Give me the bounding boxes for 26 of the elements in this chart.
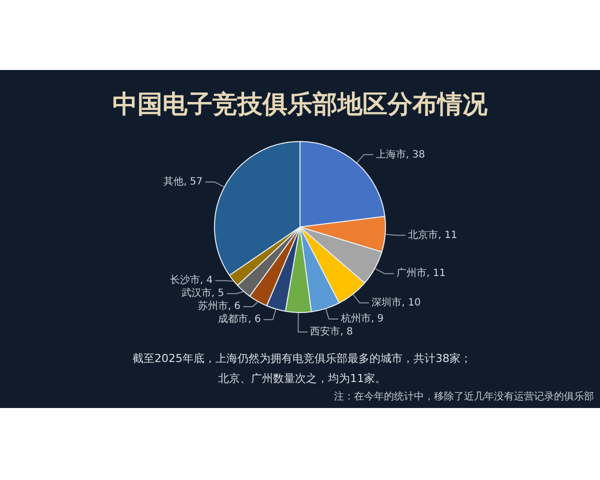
- slice-label: 杭州市: [340, 312, 371, 325]
- data-label: , 5: [211, 288, 224, 300]
- slice-label: 广州市: [396, 267, 426, 280]
- slice-label: 西安市: [310, 326, 340, 338]
- data-label: , 11: [426, 268, 446, 280]
- slice-label: 武汉市: [181, 287, 212, 300]
- slice-label: 苏州市: [198, 300, 228, 312]
- data-label: , 4: [200, 275, 213, 286]
- text: 注：在今年的统计中，移除了近几年没有运营记录的俱乐部: [334, 390, 594, 403]
- data-label: , 6: [228, 301, 241, 312]
- data-label: , 11: [438, 230, 458, 241]
- slice-label: 成都市: [218, 313, 248, 326]
- chart-title: 中国电子竞技俱乐部地区分布情况: [112, 90, 488, 118]
- slice-label: 长沙市: [170, 274, 200, 286]
- data-label: , 6: [248, 314, 261, 326]
- data-label: , 9: [370, 314, 384, 325]
- data-label: , 10: [402, 297, 421, 308]
- text: 截至2025年底，上海仍然为拥有电竞俱乐部最多的城市，共计38家；: [132, 352, 472, 365]
- data-label: , 38: [406, 149, 425, 160]
- data-label: , 57: [184, 176, 203, 188]
- slice-label: 上海市: [376, 148, 406, 160]
- slice-label: 北京市: [408, 228, 438, 241]
- slice-label: 其他: [164, 176, 184, 188]
- text: 北京、广州数量次之，均为11家。: [218, 372, 386, 385]
- data-label: , 8: [340, 326, 353, 338]
- slice-label: 深圳市: [372, 296, 402, 308]
